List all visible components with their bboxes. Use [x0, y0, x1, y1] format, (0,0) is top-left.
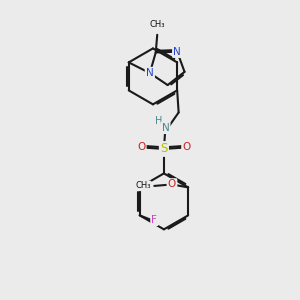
- Text: N: N: [161, 123, 169, 133]
- Text: O: O: [182, 142, 191, 152]
- Text: H: H: [155, 116, 163, 126]
- Text: O: O: [137, 142, 146, 152]
- Text: CH₃: CH₃: [149, 20, 165, 29]
- Text: CH₃: CH₃: [135, 182, 151, 190]
- Text: O: O: [168, 179, 176, 190]
- Text: N: N: [173, 47, 181, 57]
- Text: S: S: [160, 142, 168, 155]
- Text: N: N: [146, 68, 154, 78]
- Text: F: F: [152, 215, 158, 225]
